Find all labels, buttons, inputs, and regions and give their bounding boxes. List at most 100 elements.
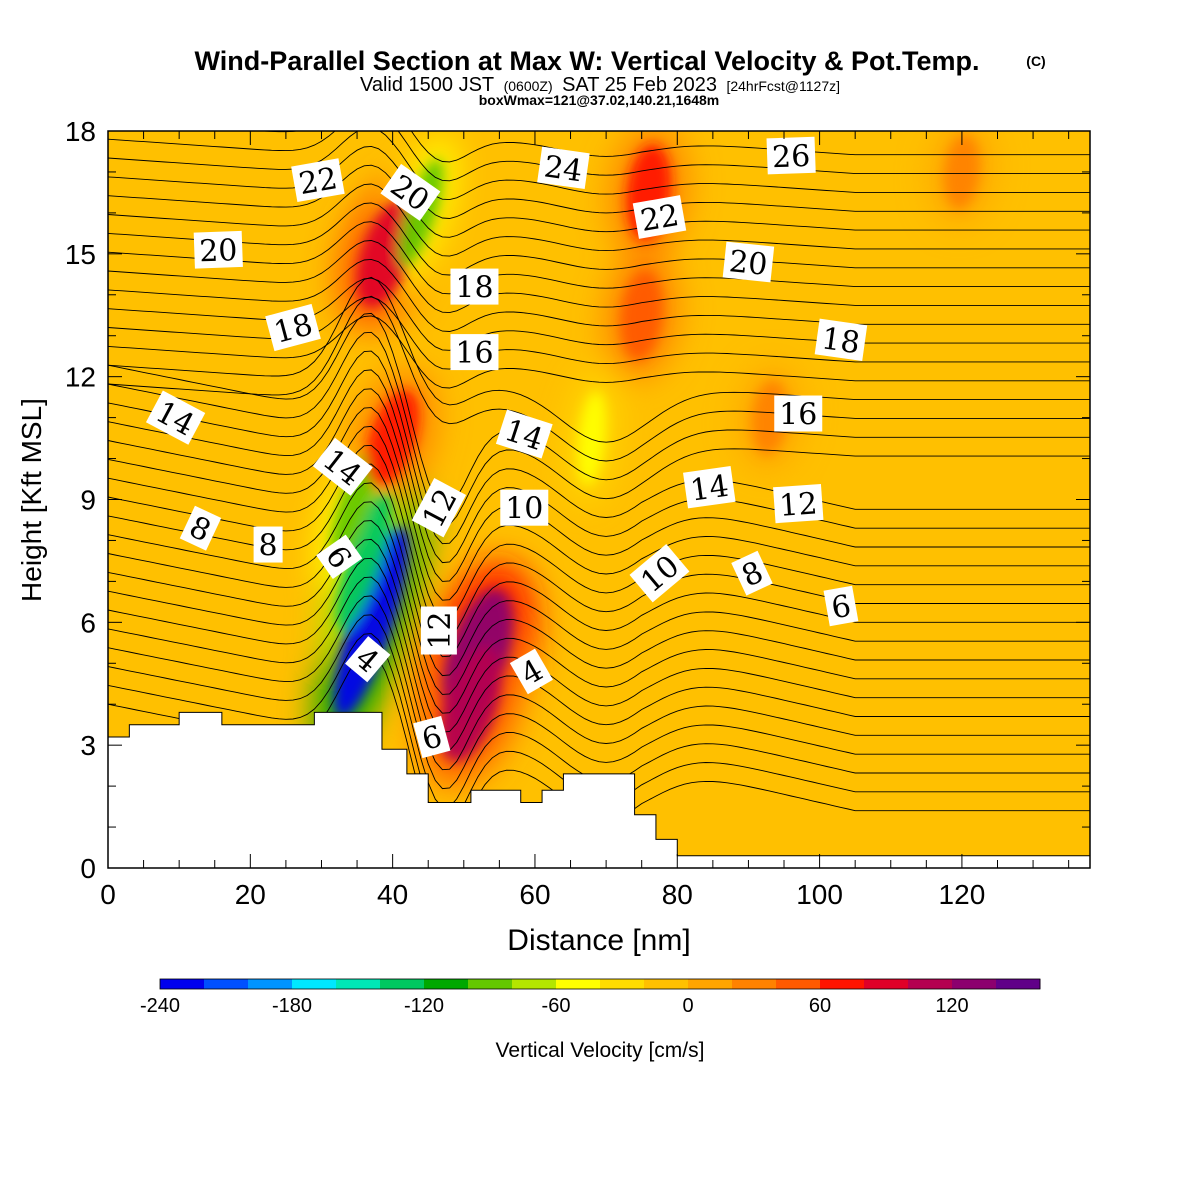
contour-label-box — [413, 715, 451, 759]
contour-label-value: 10 — [505, 492, 543, 527]
contour-label-5: 22 — [632, 195, 687, 239]
contour-label-10: 16 — [450, 334, 499, 371]
contour-label-box — [766, 136, 816, 175]
y-axis-label: Height [Kft MSL] — [16, 398, 47, 602]
w-core-7 — [620, 270, 663, 361]
contour-label-4: 20 — [193, 230, 243, 269]
x-tick-label: 40 — [377, 879, 408, 910]
contour-label-value: 16 — [455, 336, 493, 371]
contour-label-2: 24 — [537, 146, 590, 189]
subtitle-valid: Valid 1500 JST — [360, 74, 494, 96]
contour-label-19: 8 — [179, 505, 222, 551]
contour-label-box — [773, 483, 824, 524]
chart-title: Wind-Parallel Section at Max W: Vertical… — [195, 46, 980, 76]
colorbar-swatch — [820, 979, 865, 989]
contour-label-24: 6 — [823, 585, 859, 626]
theta-contour-32 — [108, 131, 1090, 182]
contour-label-value: 14 — [688, 469, 731, 509]
contour-label-box — [629, 543, 690, 603]
colorbar-swatch — [776, 979, 821, 989]
w-core-10 — [578, 391, 606, 485]
theta-contour-25 — [108, 240, 1090, 314]
contour-label-20: 8 — [253, 526, 283, 564]
theta-contour-24 — [108, 258, 1090, 332]
theta-contour-28 — [108, 183, 1090, 257]
colorbar-tick-label: -180 — [272, 995, 312, 1017]
terrain-mask — [107, 711, 1091, 869]
theta-contour-16 — [108, 350, 1090, 545]
contour-label-1: 20 — [380, 163, 441, 221]
contour-label-box — [316, 534, 363, 580]
contour-label-8: 18 — [265, 303, 321, 352]
contour-label-box — [450, 268, 499, 305]
theta-contour-26 — [108, 221, 1090, 295]
contour-label-value: 26 — [771, 139, 810, 175]
contour-label-box — [345, 636, 391, 683]
contour-label-box — [683, 466, 736, 509]
x-tick-labels: 0 20 40 60 80 100 120 — [100, 879, 985, 910]
y-tick-label: 15 — [65, 239, 96, 270]
theta-contour-5 — [108, 557, 1090, 752]
y-tick-label: 9 — [80, 485, 96, 516]
x-tick-label: 0 — [100, 879, 116, 910]
theta-contour-3 — [108, 595, 1090, 790]
copyright-mark: (C) — [1026, 53, 1045, 69]
colorbar-swatch — [556, 979, 601, 989]
theta-contour-27 — [108, 202, 1090, 276]
contour-label-box — [380, 163, 441, 221]
axis-ticks — [107, 130, 1090, 869]
contour-label-box — [450, 334, 499, 371]
colorbar-frame — [159, 978, 1041, 990]
theta-contour-9 — [108, 482, 1090, 677]
colorbar-swatch — [292, 979, 337, 989]
colorbar-swatch — [468, 979, 513, 989]
contour-label-box — [179, 505, 222, 551]
y-tick-label: 18 — [65, 116, 96, 147]
contour-label-12: 16 — [774, 395, 823, 433]
contour-label-value: 8 — [259, 529, 278, 564]
contour-label-15: 14 — [683, 466, 736, 509]
theta-contour-20 — [108, 276, 1090, 443]
theta-contour-31 — [108, 131, 1090, 201]
colorbar-swatch — [996, 979, 1041, 989]
w-core-2 — [330, 450, 377, 565]
colorbar-swatch — [512, 979, 557, 989]
theta-contour-13 — [108, 407, 1090, 601]
contour-label-box — [774, 395, 823, 432]
theta-contour-29 — [108, 164, 1090, 238]
theta-contour-14 — [108, 388, 1090, 582]
contour-label-value: 16 — [779, 398, 817, 433]
contour-label-9: 18 — [814, 318, 868, 361]
x-axis-label: Distance [nm] — [507, 924, 690, 957]
theta-contour-19 — [108, 295, 1090, 462]
colorbar-swatch — [204, 979, 249, 989]
y-tick-label: 6 — [80, 607, 96, 638]
w-core-3 — [366, 389, 419, 487]
contour-label-box — [731, 550, 773, 596]
contour-label-box — [193, 230, 243, 269]
contour-label-value: 22 — [296, 161, 340, 202]
contour-label-box — [145, 390, 206, 445]
contour-label-7: 18 — [450, 268, 499, 306]
colorbar-swatch — [424, 979, 469, 989]
theta-contour-18 — [108, 312, 1090, 507]
colorbar-tick-label: -240 — [140, 995, 180, 1017]
contour-label-box — [814, 318, 868, 361]
contour-label-box — [420, 606, 457, 655]
x-tick-label: 100 — [796, 879, 843, 910]
x-tick-label: 20 — [235, 879, 266, 910]
contour-label-box — [253, 526, 283, 563]
colorbar-swatch — [380, 979, 425, 989]
colorbar-swatch — [864, 979, 909, 989]
colorbar: -240 -180 -120 -60 0 60 120 — [140, 978, 1041, 1017]
y-tick-label: 12 — [65, 362, 96, 393]
contour-label-box — [265, 303, 321, 352]
colorbar-swatch — [952, 979, 997, 989]
colorbar-swatch — [688, 979, 733, 989]
contour-label-25: 12 — [420, 606, 458, 655]
theta-contour-12 — [108, 425, 1090, 620]
contour-label-value: 12 — [423, 611, 458, 649]
